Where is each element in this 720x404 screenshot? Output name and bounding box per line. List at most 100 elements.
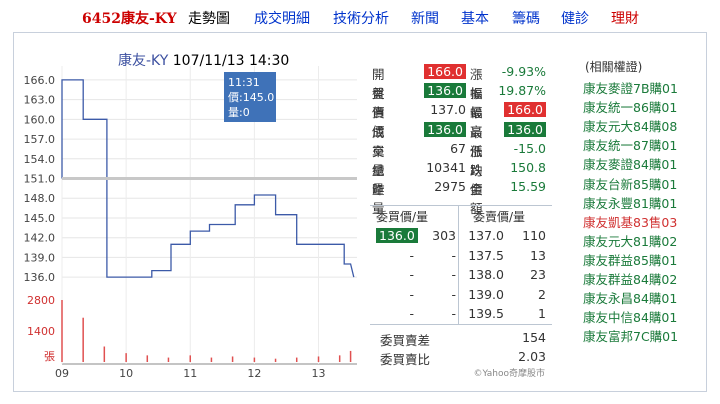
- quote-label-right-cell: 最高: [470, 102, 483, 139]
- warrant-link[interactable]: 康友元大81購02: [583, 233, 678, 249]
- quote-label-left-cell: 買價: [372, 83, 385, 120]
- quote-label-right-cell: 均價: [470, 160, 483, 197]
- warrant-link[interactable]: 康友永昌84購01: [583, 291, 678, 307]
- nav-item-trades[interactable]: 成交明細: [254, 11, 310, 27]
- warrant-link[interactable]: 康友統一87購01: [583, 138, 678, 154]
- quote-value-left: 166.0: [424, 64, 466, 79]
- x-tick-label: 12: [247, 367, 261, 380]
- quote-value-left-cell: 2975: [408, 179, 466, 198]
- orderbook-bq-value: 303: [432, 228, 456, 243]
- orderbook-sell-header: 委賣價/量: [473, 210, 526, 224]
- quote-label-right-cell: 漲幅: [470, 64, 483, 101]
- tooltip-price: 價:145.0: [228, 90, 274, 104]
- order-book: 委買價/量 委賣價/量 136.0 303 137.0 110- -137.5 13- -1…: [370, 205, 552, 376]
- orderbook-bq-value: -: [451, 306, 456, 321]
- nav-item-technical[interactable]: 技術分析: [333, 11, 389, 27]
- warrant-link[interactable]: 康友富邦7C購01: [583, 329, 679, 345]
- y-tick-label: 145.0: [24, 212, 56, 225]
- quote-label-left-cell: 開盤: [372, 64, 385, 101]
- warrant-link[interactable]: 康友元大84購08: [583, 119, 678, 135]
- quote-label-left: 昨量: [372, 182, 385, 217]
- warrant-link[interactable]: 康友群益84購02: [583, 272, 678, 287]
- orderbook-sq: 110: [506, 228, 546, 243]
- warrant-link[interactable]: 康友中信84購01: [583, 310, 678, 326]
- quote-value-left-cell: 136.0: [408, 121, 466, 141]
- orderbook-sp: 137.0: [462, 228, 504, 243]
- orderbook-sp-value: 139.5: [468, 306, 504, 321]
- nav-item-health[interactable]: 健診: [561, 11, 589, 27]
- orderbook-bp-value: 136.0: [376, 228, 418, 243]
- quote-value-right-cell: 19.87%: [494, 83, 546, 102]
- quote-label-right-cell: 漲跌: [470, 141, 483, 178]
- quote-label-right: 漲幅: [470, 67, 483, 101]
- warrants-header: (相關權證): [585, 60, 643, 74]
- quote-label-right: 金額: [470, 182, 483, 217]
- orderbook-sq-value: 2: [538, 286, 546, 302]
- orderbook-bq: 303: [416, 228, 456, 243]
- quote-label-left: 賣價: [372, 105, 385, 140]
- quote-value-left-cell: 136.0: [408, 83, 466, 102]
- orderbook-sp: 139.0: [462, 287, 504, 302]
- orderbook-bp-value: -: [409, 267, 414, 282]
- x-tick-label: 11: [183, 367, 197, 380]
- y-tick-label: 166.0: [24, 74, 56, 87]
- quote-label-right: 振幅: [470, 86, 483, 121]
- quote-label-right: 漲跌: [470, 143, 483, 178]
- orderbook-bq: -: [416, 287, 456, 302]
- quote-value-right: -15.0: [513, 140, 546, 156]
- diff-value: 154: [522, 330, 546, 345]
- orderbook-sp: 137.5: [462, 248, 504, 263]
- quote-value-left-cell: 166.0: [408, 64, 466, 83]
- nav-item-trend[interactable]: 走勢圖: [188, 11, 230, 27]
- y-tick-label: 139.0: [24, 251, 56, 264]
- x-tick-label: 13: [312, 367, 326, 380]
- y-tick-label: 157.0: [24, 133, 56, 146]
- quote-panel: [13, 32, 707, 392]
- nav-item-finance[interactable]: 理財: [611, 11, 639, 27]
- y-tick-label: 160.0: [24, 113, 56, 126]
- orderbook-bq-value: -: [451, 267, 456, 282]
- volume-tick-label: 2800: [27, 294, 55, 307]
- price-line: [61, 79, 355, 278]
- quote-value-right: 166.0: [504, 102, 546, 118]
- tooltip: 11:31 價:145.0 量:0: [224, 72, 276, 122]
- orderbook-sq: 13: [506, 248, 546, 263]
- y-tick-label: 136.0: [24, 271, 56, 284]
- orderbook-sp-value: 137.5: [468, 247, 504, 263]
- warrant-link[interactable]: 康友麥證84購01: [583, 157, 678, 173]
- quote-label-left-cell: 總量: [372, 160, 385, 197]
- orderbook-bp: -: [376, 306, 414, 321]
- orderbook-sq: 1: [506, 306, 546, 321]
- warrant-link[interactable]: 康友統一86購01: [583, 100, 678, 116]
- nav-item-chips[interactable]: 籌碼: [512, 11, 540, 27]
- quote-label-left-cell: 昨量: [372, 179, 385, 216]
- orderbook-bp-value: -: [409, 247, 414, 263]
- warrant-link[interactable]: 康友永豐81購01: [583, 195, 678, 211]
- quote-label-right-cell: 振幅: [470, 83, 483, 120]
- quote-value-left-cell: 137.0: [408, 102, 466, 121]
- orderbook-bp-value: -: [409, 306, 414, 321]
- warrant-link[interactable]: 康友台新85購01: [583, 176, 678, 192]
- x-tick-label: 10: [119, 367, 133, 380]
- volume-tick-label: 1400: [27, 325, 55, 338]
- watermark: ©Yahoo奇摩股市: [474, 367, 546, 379]
- quote-value-right: 19.87%: [498, 83, 546, 99]
- nav-item-basic[interactable]: 基本: [461, 11, 489, 27]
- warrant-link[interactable]: 康友麥證7B購01: [583, 81, 678, 96]
- y-tick-label: 148.0: [24, 192, 56, 205]
- quote-value-right-cell: 136.0: [494, 121, 546, 141]
- orderbook-sp-value: 137.0: [468, 228, 504, 243]
- orderbook-sq-value: 110: [522, 228, 546, 243]
- orderbook-bp: 136.0: [376, 228, 418, 243]
- quote-label-left: 開盤: [372, 67, 385, 101]
- y-tick-label: 142.0: [24, 232, 56, 245]
- warrant-link[interactable]: 康友凱基83售03: [583, 214, 678, 230]
- quote-value-right: 150.8: [510, 160, 546, 175]
- quote-label-right-cell: 最低: [470, 122, 483, 159]
- orderbook-sq-value: 13: [530, 247, 546, 263]
- warrant-link[interactable]: 康友群益85購01: [583, 252, 678, 268]
- stock-title[interactable]: 6452康友-KY: [82, 11, 177, 27]
- nav-item-news[interactable]: 新聞: [411, 11, 439, 27]
- quote-label-right: 最高: [470, 105, 483, 140]
